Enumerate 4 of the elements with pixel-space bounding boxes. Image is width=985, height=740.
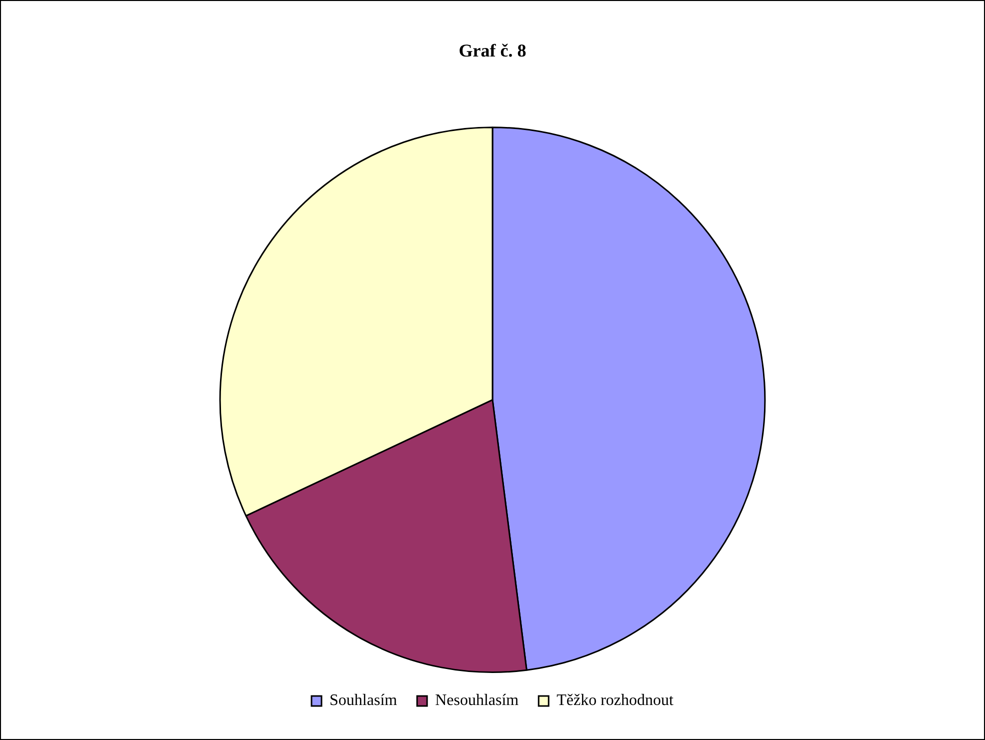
chart-title: Graf č. 8 bbox=[458, 40, 526, 60]
legend-label: Souhlasím bbox=[330, 692, 398, 710]
legend-label: Těžko rozhodnout bbox=[556, 692, 674, 710]
legend-label: Nesouhlasím bbox=[435, 692, 520, 710]
